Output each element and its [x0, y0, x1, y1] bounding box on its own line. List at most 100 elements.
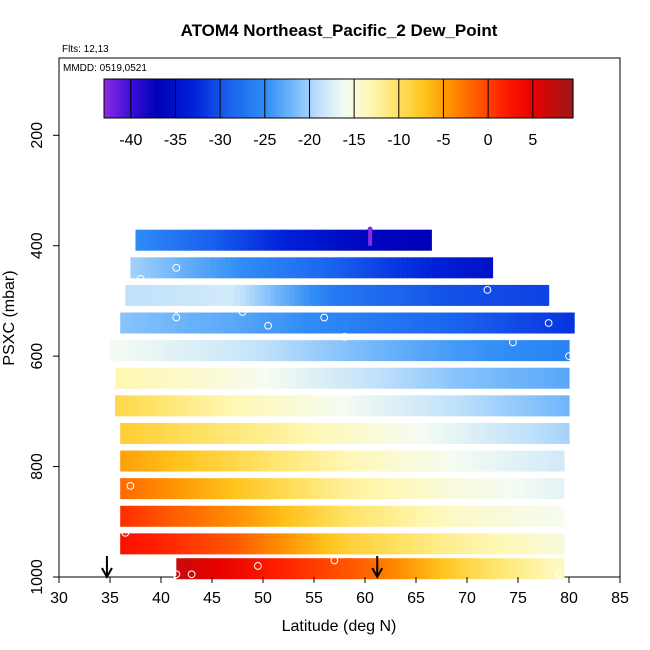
heatmap-cell — [200, 312, 206, 334]
heatmap-cell — [269, 422, 276, 444]
heatmap-cell — [533, 450, 540, 472]
heatmap-cell — [249, 450, 256, 472]
heatmap-cell — [284, 284, 291, 306]
heatmap-cell — [209, 395, 216, 417]
colorbar-swatch — [465, 79, 470, 118]
heatmap-cell — [544, 312, 550, 334]
heatmap-cell — [155, 367, 161, 389]
heatmap-cell — [200, 284, 206, 306]
heatmap-cell — [170, 478, 176, 500]
colorbar-swatch — [258, 79, 263, 118]
heatmap-cell — [464, 533, 470, 555]
heatmap-cell — [351, 229, 357, 251]
heatmap-cell — [234, 450, 241, 472]
heatmap-cell — [326, 257, 333, 279]
heatmap-cell — [259, 284, 266, 306]
heatmap-cell — [294, 312, 301, 334]
heatmap-cell — [334, 478, 341, 500]
purple-marker-cap — [367, 226, 373, 232]
heatmap-cell — [155, 422, 161, 444]
heatmap-cell — [339, 367, 346, 389]
heatmap-cell — [345, 558, 351, 580]
heatmap-cell — [229, 367, 236, 389]
heatmap-cell — [559, 422, 565, 444]
heatmap-cell — [379, 505, 386, 527]
heatmap-cell — [229, 505, 236, 527]
heatmap-cell — [344, 505, 351, 527]
heatmap-cell — [399, 395, 405, 417]
colorbar-swatch — [241, 79, 246, 118]
heatmap-cell — [518, 284, 525, 306]
heatmap-cell — [185, 478, 191, 500]
heatmap-cell — [559, 395, 565, 417]
heatmap-cell — [454, 367, 460, 389]
heatmap-cell — [459, 340, 465, 362]
heatmap-cell — [484, 533, 490, 555]
heatmap-cell — [534, 422, 540, 444]
heatmap-cell — [165, 257, 172, 279]
heatmap-cell — [219, 422, 226, 444]
heatmap-cell — [180, 284, 186, 306]
heatmap-cell — [194, 340, 201, 362]
heatmap-cell — [484, 340, 490, 362]
heatmap-cell — [160, 450, 166, 472]
heatmap-cell — [299, 422, 306, 444]
heatmap-cell — [479, 505, 485, 527]
heatmap-cell — [464, 422, 470, 444]
heatmap-cell — [558, 558, 565, 580]
heatmap-cell — [356, 257, 363, 279]
x-tick-label: 75 — [509, 590, 527, 607]
heatmap-cell — [155, 284, 161, 306]
heatmap-cell — [369, 340, 376, 362]
sample-point — [330, 556, 339, 565]
colorbar-swatch — [261, 79, 266, 118]
heatmap-cell — [499, 422, 505, 444]
heatmap-cell — [225, 257, 232, 279]
heatmap-cell — [204, 395, 211, 417]
colorbar-swatch — [140, 79, 145, 118]
heatmap-cell — [209, 340, 216, 362]
heatmap-cell — [549, 340, 555, 362]
colorbar-swatch — [509, 79, 514, 118]
heatmap-cell — [165, 478, 171, 500]
heatmap-cell — [164, 395, 171, 417]
heatmap-cell — [279, 478, 286, 500]
heatmap-cell — [305, 558, 312, 580]
heatmap-cell — [504, 367, 510, 389]
heatmap-cell — [381, 229, 387, 251]
heatmap-cell — [331, 257, 338, 279]
heatmap-cell — [199, 533, 206, 555]
heatmap-cell — [509, 422, 515, 444]
heatmap-cell — [339, 533, 346, 555]
heatmap-cell — [389, 312, 396, 334]
heatmap-cell — [374, 478, 381, 500]
colorbar-swatch — [221, 79, 226, 118]
heatmap-cell — [140, 312, 146, 334]
x-tick-label: 50 — [254, 590, 272, 607]
heatmap-cell — [239, 478, 246, 500]
heatmap-cell — [170, 450, 176, 472]
heatmap-cell — [249, 340, 256, 362]
sample-point — [172, 305, 181, 314]
heatmap-cell — [359, 505, 366, 527]
heatmap-cell — [295, 558, 302, 580]
heatmap-cell — [359, 284, 365, 306]
heatmap-cell — [130, 367, 136, 389]
heatmap-cell — [175, 533, 181, 555]
colorbar-swatch — [549, 79, 554, 118]
heatmap-cell — [434, 533, 440, 555]
heatmap-cell — [309, 395, 316, 417]
colorbar-swatch — [472, 79, 477, 118]
heatmap-cell — [209, 284, 216, 306]
heatmap-cell — [130, 450, 136, 472]
heatmap-cell — [369, 367, 376, 389]
colorbar-swatch — [110, 79, 115, 118]
heatmap-cell — [424, 367, 430, 389]
heatmap-cell — [150, 450, 156, 472]
heatmap-cell — [244, 340, 251, 362]
heatmap-cell — [464, 312, 470, 334]
heatmap-cell — [449, 395, 455, 417]
colorbar-swatch — [301, 79, 306, 118]
heatmap-cell — [331, 229, 337, 251]
heatmap-cell — [135, 257, 142, 279]
